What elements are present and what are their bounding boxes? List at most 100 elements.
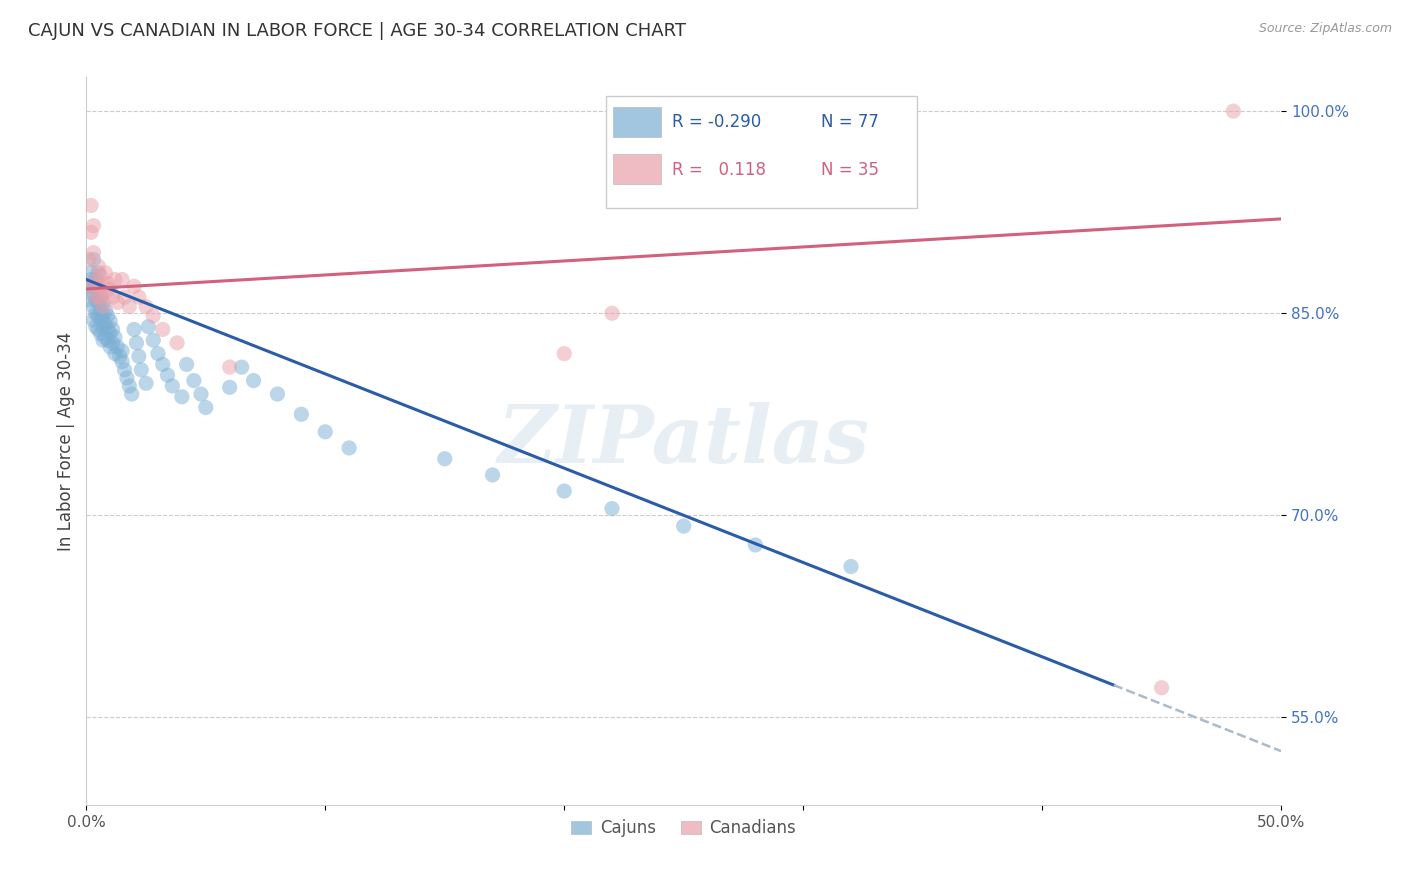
Point bbox=[87, 282, 110, 296]
Point bbox=[162, 379, 184, 393]
Point bbox=[839, 559, 862, 574]
Point bbox=[90, 313, 112, 327]
Point bbox=[90, 326, 112, 341]
Point bbox=[90, 290, 112, 304]
Point bbox=[97, 322, 120, 336]
Text: ZIPatlas: ZIPatlas bbox=[498, 402, 870, 480]
Point bbox=[176, 358, 198, 372]
FancyBboxPatch shape bbox=[613, 106, 661, 137]
Point bbox=[97, 333, 120, 347]
Point bbox=[87, 322, 110, 336]
Point bbox=[104, 272, 127, 286]
Point bbox=[90, 290, 112, 304]
Point bbox=[553, 484, 575, 499]
Point bbox=[129, 363, 152, 377]
Point bbox=[122, 279, 145, 293]
Y-axis label: In Labor Force | Age 30-34: In Labor Force | Age 30-34 bbox=[58, 332, 75, 551]
Point bbox=[94, 285, 117, 300]
Point bbox=[1222, 104, 1244, 119]
Point bbox=[290, 407, 312, 421]
Point bbox=[218, 380, 240, 394]
Point bbox=[142, 333, 165, 347]
Point bbox=[600, 306, 623, 320]
Point bbox=[91, 309, 114, 323]
Point bbox=[337, 441, 360, 455]
Point bbox=[84, 272, 107, 286]
Point bbox=[128, 349, 150, 363]
Point bbox=[77, 279, 100, 293]
Point bbox=[135, 300, 157, 314]
Point bbox=[84, 319, 107, 334]
Point bbox=[101, 322, 124, 336]
Point bbox=[231, 360, 253, 375]
Point bbox=[98, 314, 121, 328]
Point bbox=[82, 300, 104, 314]
Point bbox=[87, 309, 110, 323]
Text: Source: ZipAtlas.com: Source: ZipAtlas.com bbox=[1258, 22, 1392, 36]
Point bbox=[183, 374, 205, 388]
Point bbox=[672, 519, 695, 533]
Point bbox=[87, 295, 110, 310]
Point bbox=[77, 293, 100, 307]
Point bbox=[111, 343, 134, 358]
Point bbox=[104, 330, 127, 344]
Text: R =   0.118: R = 0.118 bbox=[672, 161, 766, 179]
Point bbox=[94, 266, 117, 280]
Point bbox=[105, 295, 128, 310]
Point bbox=[87, 259, 110, 273]
Point bbox=[91, 295, 114, 310]
Legend: Cajuns, Canadians: Cajuns, Canadians bbox=[565, 813, 803, 844]
Text: CAJUN VS CANADIAN IN LABOR FORCE | AGE 30-34 CORRELATION CHART: CAJUN VS CANADIAN IN LABOR FORCE | AGE 3… bbox=[28, 22, 686, 40]
Point bbox=[87, 266, 110, 280]
Point bbox=[97, 277, 120, 291]
Point bbox=[90, 303, 112, 318]
Point bbox=[101, 335, 124, 350]
Point bbox=[82, 279, 104, 293]
Point bbox=[314, 425, 336, 439]
Point bbox=[170, 390, 193, 404]
Point bbox=[80, 272, 103, 286]
Point bbox=[84, 272, 107, 286]
Point bbox=[101, 290, 124, 304]
Point bbox=[82, 245, 104, 260]
Point bbox=[111, 355, 134, 369]
Point bbox=[166, 335, 188, 350]
Point bbox=[218, 360, 240, 375]
Point bbox=[156, 368, 179, 383]
Point bbox=[80, 285, 103, 300]
Point bbox=[84, 290, 107, 304]
Point bbox=[98, 340, 121, 354]
Point bbox=[600, 501, 623, 516]
Point bbox=[122, 322, 145, 336]
Point bbox=[82, 313, 104, 327]
Point bbox=[91, 300, 114, 314]
Point bbox=[138, 319, 160, 334]
Point bbox=[84, 306, 107, 320]
Point bbox=[90, 268, 112, 283]
Point bbox=[111, 272, 134, 286]
Point bbox=[80, 226, 103, 240]
Point bbox=[242, 374, 264, 388]
Point bbox=[108, 349, 131, 363]
Point bbox=[87, 279, 110, 293]
Point bbox=[91, 333, 114, 347]
Point bbox=[125, 335, 148, 350]
Point bbox=[194, 401, 217, 415]
Point bbox=[80, 266, 103, 280]
Point bbox=[121, 387, 143, 401]
Point bbox=[104, 346, 127, 360]
Point bbox=[481, 467, 503, 482]
Point bbox=[94, 330, 117, 344]
Point bbox=[118, 300, 141, 314]
Point bbox=[91, 319, 114, 334]
Point bbox=[135, 376, 157, 391]
Point bbox=[114, 290, 136, 304]
Point bbox=[84, 293, 107, 307]
Point bbox=[190, 387, 212, 401]
Point bbox=[77, 279, 100, 293]
Text: N = 35: N = 35 bbox=[821, 161, 879, 179]
Point bbox=[118, 379, 141, 393]
Point bbox=[82, 252, 104, 267]
Point bbox=[77, 252, 100, 267]
Point bbox=[94, 317, 117, 331]
